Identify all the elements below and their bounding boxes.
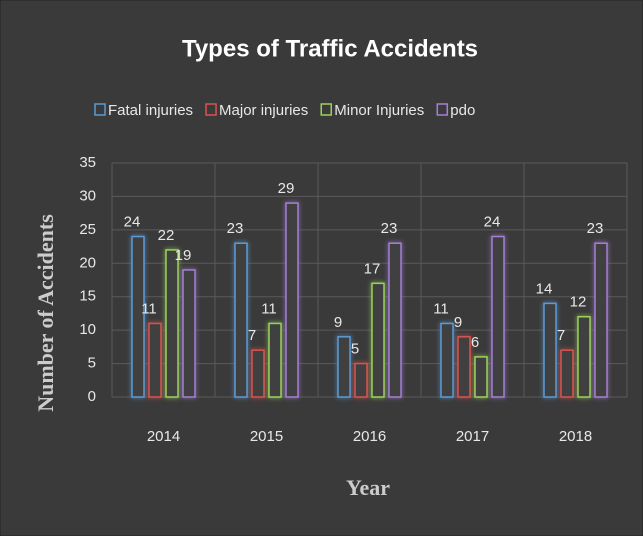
data-label: 23 [227, 220, 244, 237]
x-tick-label: 2016 [353, 428, 386, 445]
legend-marker [205, 103, 217, 116]
data-label: 6 [471, 334, 479, 351]
data-label: 7 [557, 327, 565, 344]
bar [388, 242, 402, 398]
data-label: 11 [141, 300, 157, 317]
bar [457, 336, 471, 398]
data-label: 17 [364, 260, 381, 277]
bar [543, 302, 557, 398]
legend-label: pdo [450, 102, 475, 119]
x-tick-label: 2015 [250, 428, 283, 445]
y-tick-label: 25 [79, 221, 96, 238]
bar [182, 269, 196, 398]
legend-marker [94, 103, 106, 116]
data-label: 11 [433, 300, 449, 317]
bar [354, 362, 368, 398]
bar [560, 349, 574, 398]
legend-label: Fatal injuries [108, 102, 193, 119]
y-tick-label: 15 [79, 288, 96, 305]
y-tick-label: 5 [88, 355, 96, 372]
data-label: 12 [570, 294, 587, 311]
bar [148, 322, 162, 398]
y-tick-label: 20 [79, 254, 96, 271]
bar [268, 322, 282, 398]
data-label: 7 [248, 327, 256, 344]
data-label: 23 [587, 220, 604, 237]
bar [285, 202, 299, 398]
data-label: 9 [454, 314, 462, 331]
legend-label: Minor Injuries [334, 102, 424, 119]
legend-marker [320, 103, 332, 116]
data-label: 14 [536, 280, 553, 297]
bar [131, 235, 145, 398]
bar [165, 249, 179, 398]
legend-marker [436, 103, 449, 116]
data-label: 9 [334, 314, 342, 331]
y-tick-label: 35 [79, 154, 96, 171]
y-tick-label: 10 [79, 321, 96, 338]
data-label: 29 [278, 180, 295, 197]
data-label: 24 [124, 214, 141, 231]
data-label: 19 [175, 247, 192, 264]
data-label: 11 [261, 300, 277, 317]
legend-label: Major injuries [219, 102, 308, 119]
x-tick-label: 2014 [147, 428, 180, 445]
bar [594, 242, 608, 398]
data-label: 23 [381, 220, 398, 237]
chart-title: Types of Traffic Accidents [182, 35, 478, 62]
y-tick-label: 0 [88, 388, 96, 405]
data-label: 5 [351, 341, 359, 358]
data-label: 22 [158, 227, 175, 244]
bar [440, 322, 454, 398]
bar [371, 282, 385, 398]
bar [234, 242, 248, 398]
x-axis-label: Year [346, 475, 390, 500]
bar [577, 316, 591, 398]
bar [474, 356, 488, 398]
bar [337, 336, 351, 398]
data-label: 24 [484, 214, 501, 231]
x-tick-label: 2017 [456, 428, 489, 445]
y-tick-label: 30 [79, 187, 96, 204]
bar [491, 235, 505, 398]
bar [251, 349, 265, 398]
y-axis-label: Number of Accidents [33, 214, 58, 412]
x-tick-label: 2018 [559, 428, 592, 445]
